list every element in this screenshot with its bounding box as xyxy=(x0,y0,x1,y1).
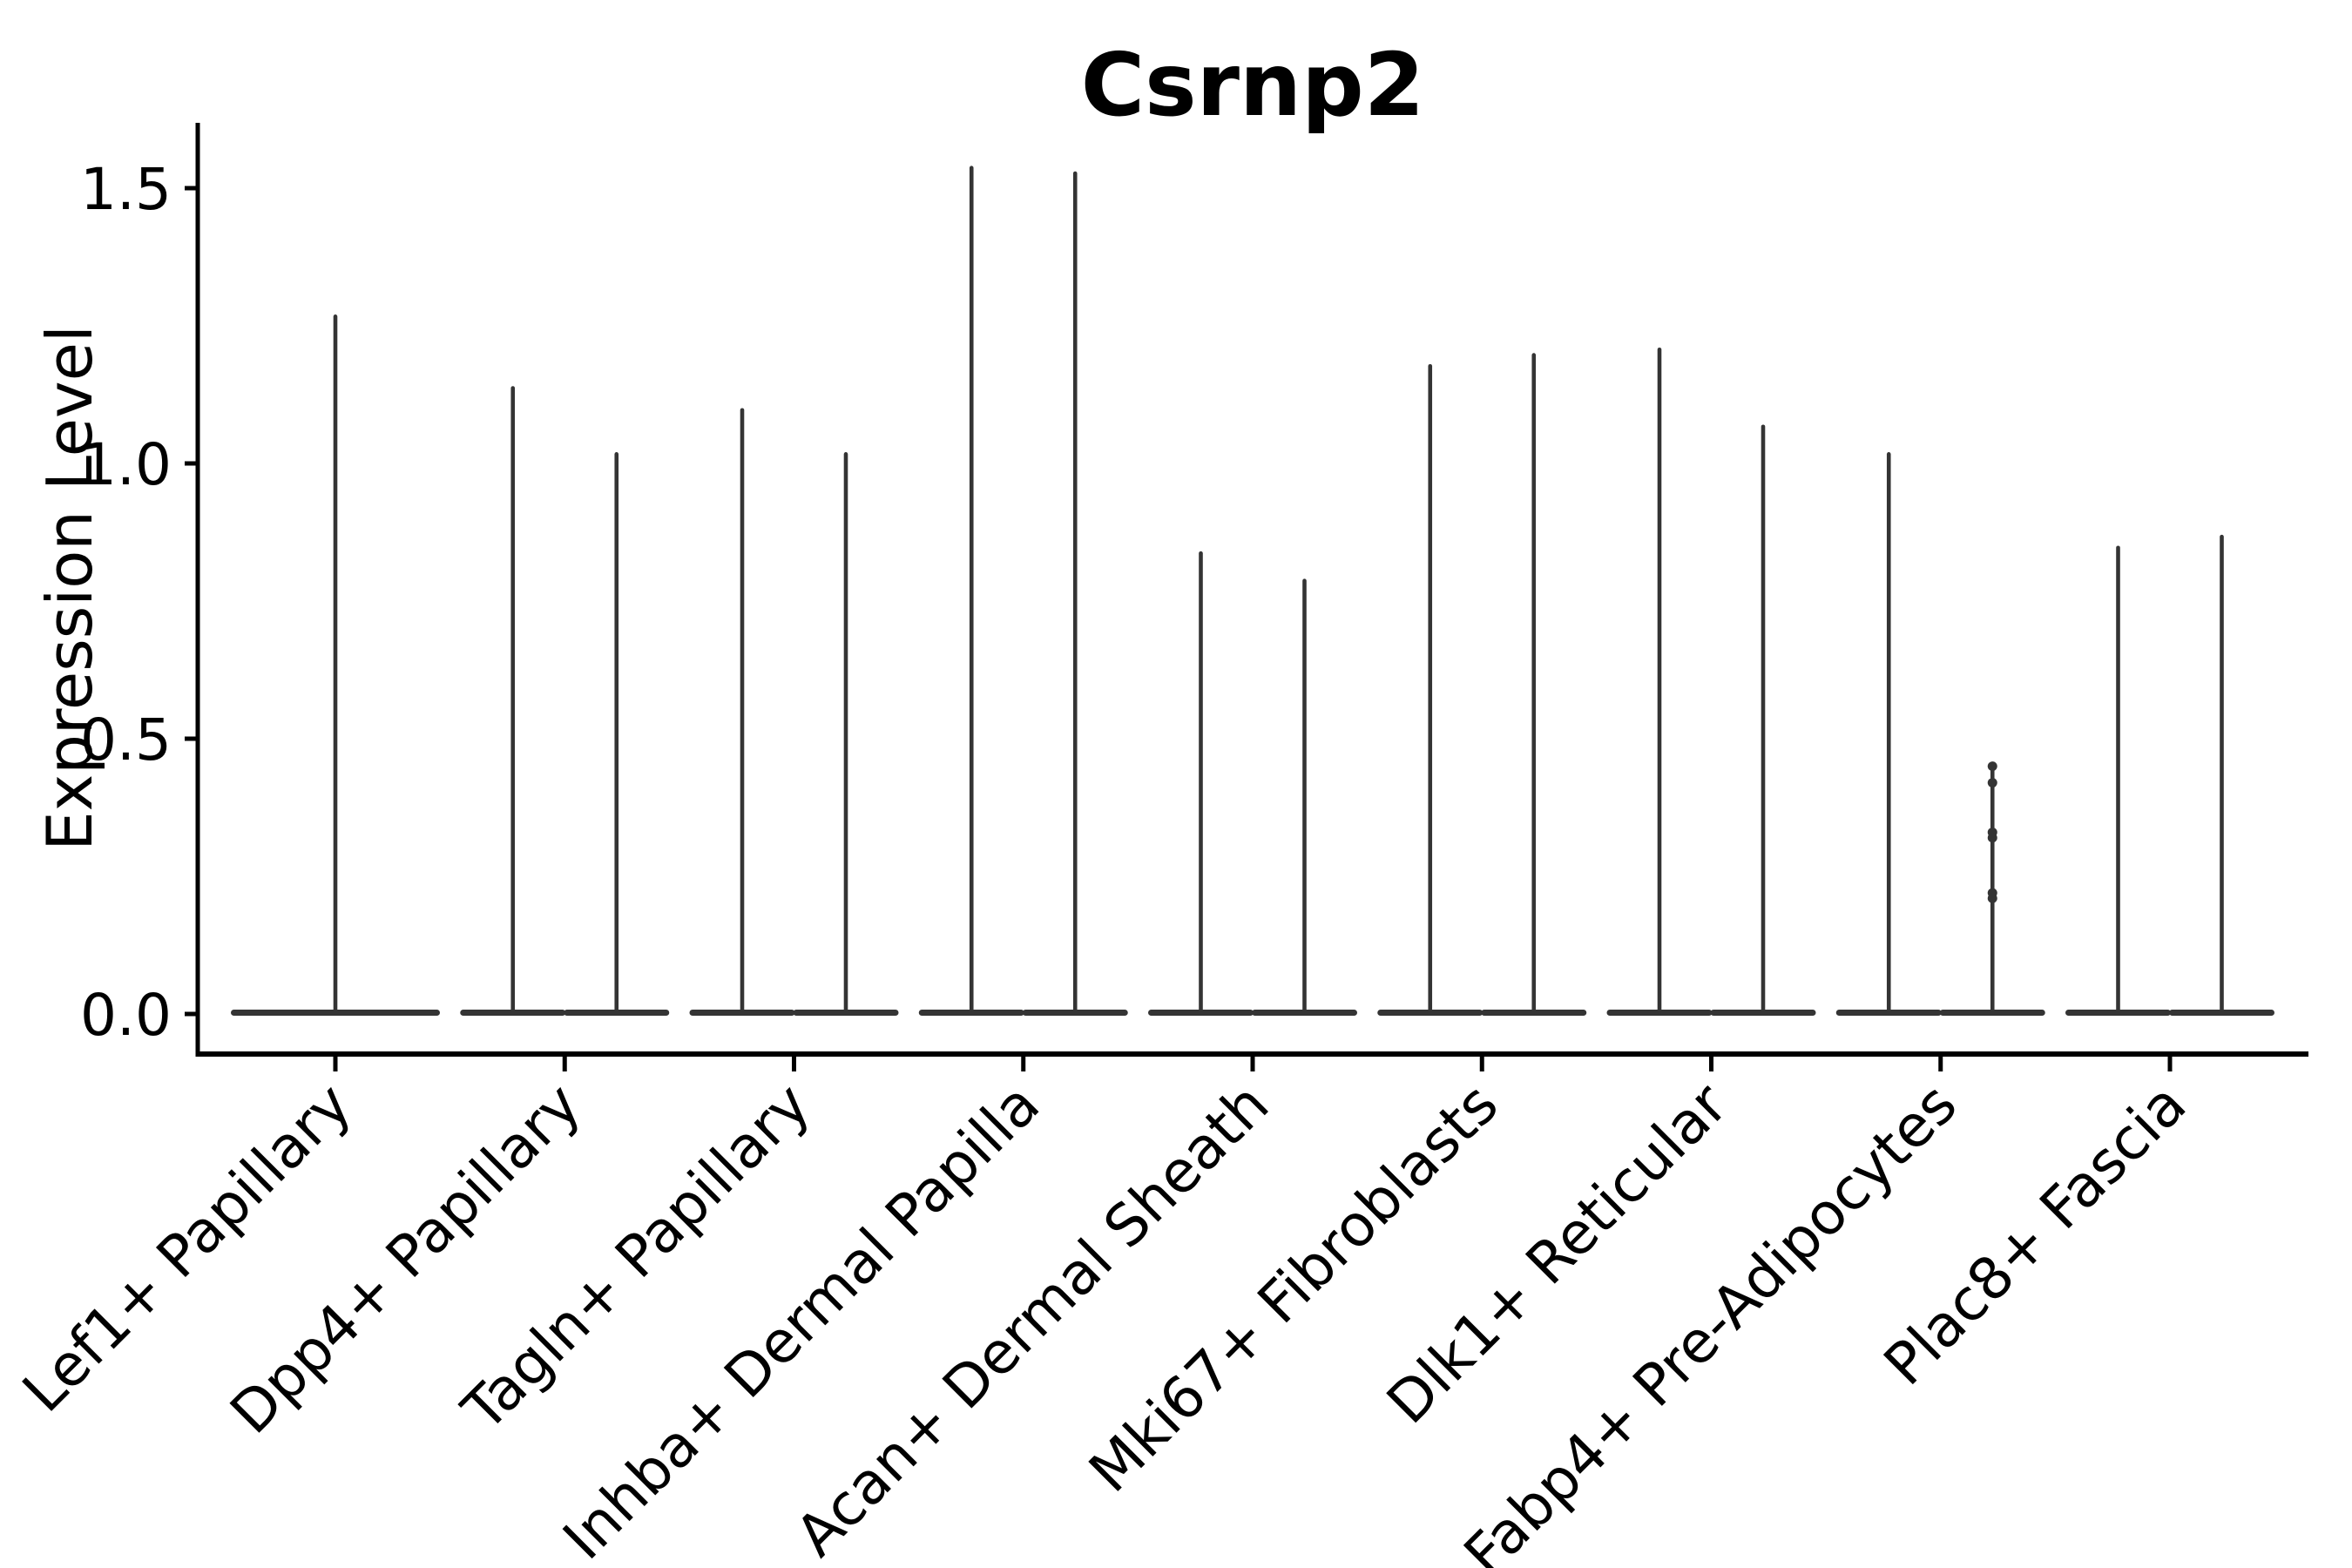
violin xyxy=(1939,761,2045,1016)
y-tick-label: 1.0 xyxy=(80,431,172,498)
violin xyxy=(793,452,899,1016)
violin xyxy=(1710,424,1816,1016)
violin xyxy=(231,314,440,1016)
violin xyxy=(2169,534,2274,1016)
violin xyxy=(1148,551,1254,1016)
violin xyxy=(460,386,566,1016)
violin xyxy=(689,408,795,1016)
expression-dot xyxy=(1987,893,1997,903)
violin-layer xyxy=(231,166,2274,1016)
violin xyxy=(1022,171,1128,1016)
x-tick-label: Inhba+ Dermal Papilla xyxy=(551,1071,1052,1568)
violin xyxy=(1481,353,1587,1016)
violin xyxy=(564,452,670,1016)
violin xyxy=(1606,347,1713,1016)
y-tick-label: 0.0 xyxy=(80,982,172,1049)
x-tick-label: Acan+ Dermal Sheath xyxy=(783,1071,1282,1568)
y-axis-label: Expression Level xyxy=(33,325,106,851)
violin xyxy=(2065,545,2171,1016)
violin xyxy=(1835,452,1942,1016)
x-tick-label: Mki67+ Fibroblasts xyxy=(1077,1071,1511,1505)
expression-dot xyxy=(1987,833,1997,843)
expression-dot xyxy=(1987,761,1997,772)
chart-title: Csrnp2 xyxy=(1081,34,1425,136)
violin xyxy=(1377,363,1484,1016)
y-tick-label: 1.5 xyxy=(80,156,172,223)
violin xyxy=(918,166,1024,1016)
y-tick-label: 0.5 xyxy=(80,706,172,774)
violin xyxy=(1252,578,1357,1016)
expression-dot xyxy=(1987,778,1997,788)
